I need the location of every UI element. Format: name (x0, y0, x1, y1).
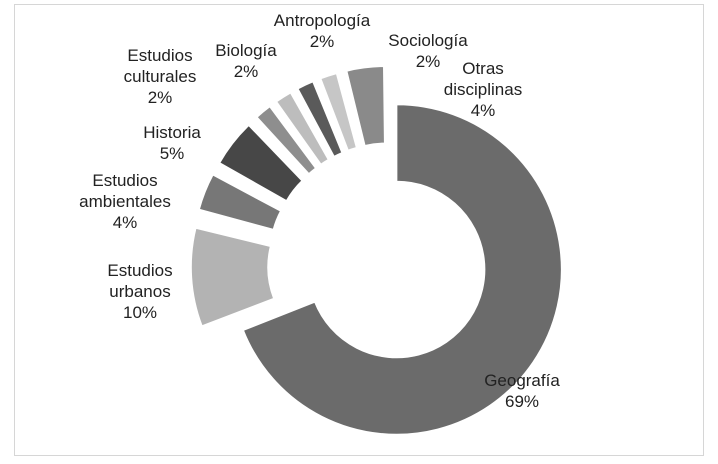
value-label: 4% (112, 213, 138, 232)
donut-segment (275, 91, 330, 166)
category-label: Estudios culturales (123, 46, 197, 86)
segment-label: Estudios urbanos 10% (90, 260, 190, 323)
donut-segment (319, 72, 358, 152)
value-label: 10% (122, 303, 158, 322)
donut-segment (242, 103, 563, 436)
segment-label: Biología 2% (206, 40, 286, 82)
donut-segment (218, 124, 304, 202)
segment-label: Estudios ambientales 4% (65, 170, 185, 233)
value-label: 5% (159, 144, 185, 163)
value-label: 2% (415, 52, 441, 71)
frame (14, 4, 704, 456)
value-label: 2% (233, 62, 259, 81)
category-label: Estudios ambientales (79, 171, 171, 211)
donut-segment (345, 65, 386, 147)
donut-segment (296, 80, 344, 158)
segment-label: Historia 5% (127, 122, 217, 164)
value-label: 2% (309, 32, 335, 51)
donut-segment (255, 105, 317, 175)
segment-label: Antropología 2% (262, 10, 382, 52)
category-label: Estudios urbanos (107, 261, 173, 301)
value-label: 4% (470, 101, 496, 120)
category-label: Otras disciplinas (443, 59, 523, 99)
donut-segment (198, 173, 282, 231)
category-label: Antropología (273, 11, 371, 30)
value-label: 2% (147, 88, 173, 107)
category-label: Geografía (484, 371, 560, 390)
value-label: 69% (504, 392, 540, 411)
category-label: Historia (143, 123, 201, 142)
segment-label: Estudios culturales 2% (110, 45, 210, 108)
donut-segment (190, 227, 275, 327)
segment-label: Geografía 69% (462, 370, 582, 412)
segment-label: Otras disciplinas 4% (433, 58, 533, 121)
category-label: Biología (215, 41, 277, 60)
segment-label: Sociología 2% (378, 30, 478, 72)
category-label: Sociología (388, 31, 468, 50)
